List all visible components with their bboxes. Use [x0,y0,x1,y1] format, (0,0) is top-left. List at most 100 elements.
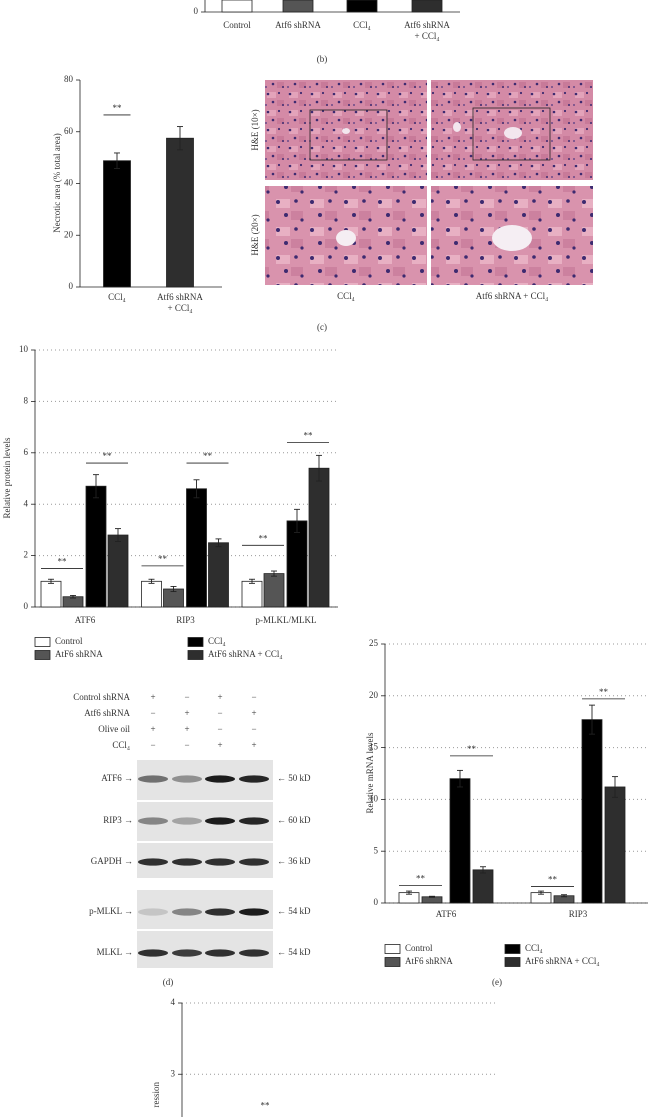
y-tick-label: 25 [369,638,379,648]
treatment-sign: − [251,724,256,734]
y-axis-label: ression [151,1082,161,1108]
vessel [492,225,532,251]
significance-label: ** [548,874,558,884]
y-tick-label: 0 [194,6,199,16]
band-size: ← 54 kD [277,906,311,916]
treatment-sign: + [251,708,256,718]
bar-stub [221,0,253,13]
band [138,908,168,916]
y-tick-label: 20 [64,229,74,239]
significance-label: ** [103,451,113,461]
significance-label: ** [158,554,168,564]
treatment-sign: + [184,724,189,734]
row-label: H&E (20×) [250,214,260,255]
treatment-sign: + [150,724,155,734]
x-tick-label: Atf6 shRNA [404,20,450,30]
treatment-sign: − [217,708,222,718]
bar [208,542,229,608]
vessel [504,127,522,139]
bar [107,534,129,608]
y-tick-label: 5 [374,845,379,855]
bar [186,488,207,608]
treatment-sign: − [184,692,189,702]
row-label: H&E (10×) [250,109,260,150]
bar [85,485,107,608]
bar-stub [411,0,443,13]
y-tick-label: 40 [64,178,74,188]
y-tick-label: 0 [374,897,379,907]
legend-label: AtF6 shRNA + CCl₄ [208,649,282,659]
x-tick-label: Atf6 shRNA [275,20,321,30]
vessel [453,122,461,132]
significance-label: ** [599,687,609,697]
treatment-sign: + [184,708,189,718]
y-tick-label: 80 [64,74,74,84]
legend-label: Control [55,636,83,646]
treatment-sign: + [150,692,155,702]
y-axis-label: Necrotic area (% total area) [52,133,62,232]
band [239,858,269,866]
x-tick-label: Control [223,20,251,30]
x-tick-label: CCl₄ [108,292,126,302]
x-tick-label: ATF6 [75,615,96,625]
bar [263,573,285,608]
y-tick-label: 8 [24,395,29,405]
legend-label: AtF6 shRNA [405,956,453,966]
band [239,775,269,783]
zoom-box [309,109,388,161]
annotation: ** [261,1100,271,1110]
significance-label: ** [304,431,314,441]
treatment-sign: − [184,740,189,750]
band-size: ← 50 kD [277,773,311,783]
band [205,949,235,957]
legend-label: AtF6 shRNA + CCl₄ [525,956,599,966]
treatment-sign: − [150,740,155,750]
legend-swatch [34,637,51,647]
x-tick-label: Atf6 shRNA [157,292,203,302]
bar [308,467,330,608]
band [138,775,168,783]
legend-swatch [34,650,51,660]
bar [241,580,263,608]
band-size: ← 54 kD [277,947,311,957]
band [205,817,235,825]
bar [286,520,308,608]
treatment-sign: + [217,740,222,750]
y-tick-label: 4 [171,997,176,1007]
band [239,817,269,825]
legend-swatch [504,957,521,967]
treatment-label: CCl₄ [112,740,130,750]
panel-label: (d) [163,977,174,987]
bar [103,160,131,288]
treatment-label: Olive oil [98,724,130,734]
band [172,817,202,825]
band-label: MLKL → [97,947,133,957]
bar [472,869,494,904]
band [172,908,202,916]
legend-swatch [187,650,204,660]
band [239,949,269,957]
y-tick-label: 10 [19,344,29,354]
band [239,908,269,916]
bar-stub [346,0,378,13]
vessel [342,128,350,134]
legend-swatch [504,944,521,954]
band-label: ATF6 → [101,773,133,783]
band [138,858,168,866]
band-label: RIP3 → [103,815,133,825]
bar [449,778,471,904]
treatment-sign: − [150,708,155,718]
column-label: CCl₄ [337,291,355,301]
treatment-sign: + [251,740,256,750]
band-size: ← 36 kD [277,856,311,866]
y-axis-label: Relative mRNA levels [365,732,375,813]
x-tick-label: RIP3 [176,615,195,625]
y-tick-label: 4 [24,498,29,508]
vessel [336,230,356,246]
bar [581,719,603,904]
treatment-label: Atf6 shRNA [84,708,130,718]
legend-label: CCl₄ [525,943,543,953]
band [138,949,168,957]
column-label: Atf6 shRNA + CCl₄ [476,291,548,301]
